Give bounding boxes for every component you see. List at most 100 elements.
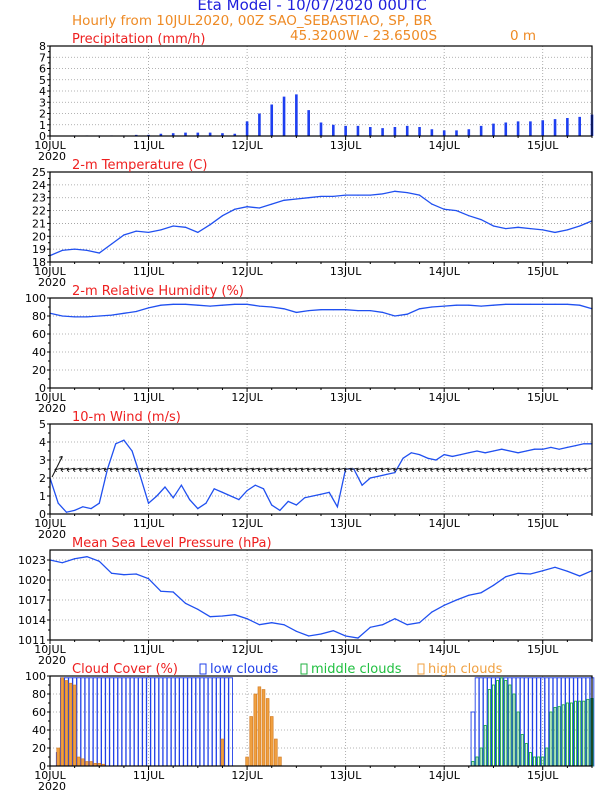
low-cloud-bar xyxy=(170,677,176,767)
x-tick-label: 12JUL xyxy=(231,517,263,530)
wind-arrow xyxy=(498,467,506,471)
humidity-point xyxy=(271,306,273,308)
wind-arrow xyxy=(276,467,284,471)
temperature-point xyxy=(110,243,113,245)
high-cloud-bar xyxy=(265,698,270,767)
temperature-point xyxy=(172,225,174,227)
wind-arrow-head xyxy=(577,467,581,473)
y-tick-label: 80 xyxy=(32,688,46,701)
high-cloud-bar xyxy=(56,747,60,767)
wind-point xyxy=(394,472,396,474)
low-cloud-bar xyxy=(138,677,143,767)
pressure-point xyxy=(443,604,445,606)
wind-arrow-head xyxy=(214,467,218,473)
pressure-point xyxy=(579,575,581,577)
wind-arrow-head xyxy=(146,467,150,473)
middle-cloud-bar xyxy=(500,677,504,767)
x-tick-label: 15JUL xyxy=(527,517,559,530)
wind-arrow xyxy=(264,467,272,471)
wind-point xyxy=(115,443,117,445)
pressure-point xyxy=(86,556,88,558)
high-cloud-bar xyxy=(220,738,225,767)
wind-arrow xyxy=(461,467,469,471)
pressure-point xyxy=(246,618,248,620)
humidity-point xyxy=(234,303,236,305)
middle-cloud-bar xyxy=(541,756,545,767)
wind-point xyxy=(287,500,289,502)
precip-bar xyxy=(418,127,421,136)
wind-arrow-head xyxy=(571,467,575,473)
wind-arrow xyxy=(541,467,549,471)
wind-arrow-head xyxy=(91,467,94,473)
y-tick-label: 2 xyxy=(39,472,46,485)
wind-arrow-head xyxy=(356,467,359,473)
wind-arrow xyxy=(553,467,561,471)
low-cloud-bar xyxy=(532,677,537,767)
temperature-point xyxy=(480,218,482,221)
wind-arrow xyxy=(473,467,481,471)
precip-bar xyxy=(479,125,483,136)
pressure-point xyxy=(61,562,63,564)
x-tick-label: 15JUL xyxy=(527,643,559,656)
humidity-point xyxy=(246,303,248,305)
humidity-point xyxy=(529,303,532,305)
wind-point xyxy=(509,450,511,452)
pressure-point xyxy=(431,611,433,613)
wind-arrow-head xyxy=(516,467,519,473)
wind-arrow xyxy=(171,467,179,471)
wind-arrow xyxy=(417,467,426,471)
high-cloud-bar xyxy=(261,689,266,767)
wind-arrow xyxy=(202,467,210,471)
precip-bar xyxy=(516,121,520,136)
high-cloud-bar xyxy=(64,680,69,767)
low-cloud-bar xyxy=(150,677,155,767)
wind-arrow xyxy=(584,467,592,471)
wind-point xyxy=(566,446,568,448)
wind-arrow-head xyxy=(405,467,409,473)
wind-arrow-head xyxy=(177,467,181,473)
wind-arrow-head xyxy=(411,467,415,473)
high-cloud-bar xyxy=(269,716,274,767)
x-tick-label: 11JUL xyxy=(133,139,165,152)
wind-point xyxy=(238,499,240,501)
humidity-point xyxy=(110,314,113,316)
pressure-point xyxy=(283,624,285,626)
high-cloud-bar xyxy=(249,716,253,767)
middle-cloud-bar xyxy=(491,684,495,767)
low-cloud-bar xyxy=(228,677,233,767)
wind-arrow xyxy=(294,467,303,471)
x-tick-label: 14JUL xyxy=(428,139,460,152)
middle-cloud-bar xyxy=(475,756,479,767)
wind-arrow-head xyxy=(343,467,347,473)
wind-arrow xyxy=(571,467,580,471)
humidity-point xyxy=(406,313,408,315)
x-year-label: 2020 xyxy=(38,654,66,667)
precip-bar xyxy=(344,125,347,136)
y-tick-label: 5 xyxy=(39,418,46,431)
wind-point xyxy=(460,454,462,456)
low-cloud-bar xyxy=(154,677,160,767)
temperature-point xyxy=(98,252,100,254)
wind-arrow xyxy=(510,467,518,471)
pressure-point xyxy=(221,615,224,617)
y-tick-label: 40 xyxy=(32,724,46,737)
wind-arrow-head xyxy=(109,467,113,473)
x-tick-label: 10JUL xyxy=(34,391,66,404)
temperature-point xyxy=(123,234,125,236)
wind-arrow xyxy=(344,467,352,471)
header-subtitle: Hourly from 10JUL2020, 00Z SAO_SEBASTIAO… xyxy=(72,13,432,29)
wind-arrow-head xyxy=(522,467,526,473)
low-cloud-bar xyxy=(207,677,213,767)
humidity-point xyxy=(381,311,384,313)
wind-arrow-head xyxy=(368,467,372,473)
high-cloud-bar xyxy=(253,693,258,767)
wind-arrow xyxy=(165,467,173,471)
pressure-point xyxy=(357,637,359,639)
wind-arrow-head xyxy=(202,467,205,473)
plot-frame xyxy=(49,45,593,137)
temperature-point xyxy=(160,229,162,231)
humidity-point xyxy=(172,303,174,305)
temperature-point xyxy=(135,230,137,232)
precip-bar xyxy=(541,120,545,136)
